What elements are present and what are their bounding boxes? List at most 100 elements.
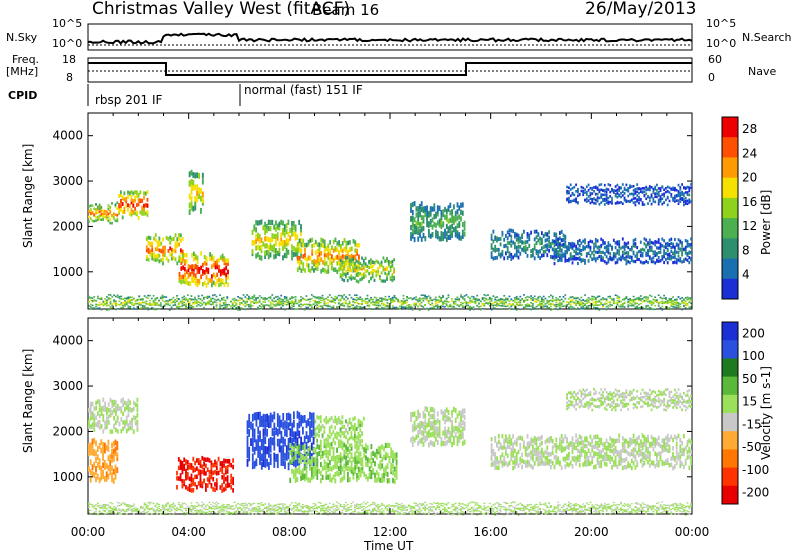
heatmap-cell <box>393 299 396 302</box>
heatmap-cell <box>350 258 353 262</box>
heatmap-cell <box>280 435 283 444</box>
heatmap-cell <box>321 297 324 299</box>
heatmap-cell <box>329 240 331 245</box>
heatmap-cell <box>434 305 437 307</box>
heatmap-cell <box>180 257 183 262</box>
heatmap-cell <box>661 309 664 311</box>
heatmap-cell <box>154 298 157 300</box>
heatmap-cell <box>327 442 329 448</box>
heatmap-cell <box>514 245 516 250</box>
heatmap-cell <box>185 307 187 309</box>
heatmap-cell <box>424 425 427 431</box>
heatmap-cell <box>632 189 635 192</box>
heatmap-cell <box>454 225 457 231</box>
heatmap-cell <box>338 250 340 255</box>
heatmap-cell <box>327 269 330 274</box>
heatmap-cell <box>650 202 653 206</box>
heatmap-cell <box>641 247 644 251</box>
heatmap-cell <box>679 259 682 263</box>
heatmap-cell <box>325 246 328 251</box>
heatmap-cell <box>679 248 682 252</box>
heatmap-cell <box>287 249 290 255</box>
heatmap-cell <box>675 304 678 307</box>
heatmap-cell <box>377 306 380 309</box>
heatmap-cell <box>625 255 628 259</box>
heatmap-cell <box>611 258 613 262</box>
heatmap-cell <box>124 299 126 302</box>
heatmap-cell <box>115 300 117 303</box>
heatmap-cell <box>593 201 595 205</box>
heatmap-cell <box>307 435 310 444</box>
heatmap-cell <box>663 252 665 256</box>
heatmap-cell <box>537 299 540 302</box>
heatmap-cell <box>176 307 178 310</box>
heatmap-cell <box>623 241 626 245</box>
heatmap-cell <box>365 455 367 461</box>
heatmap-cell <box>564 250 567 254</box>
heatmap-cell <box>332 298 335 300</box>
heatmap-cell <box>381 473 384 479</box>
heatmap-cell <box>276 438 279 447</box>
heatmap-cell <box>190 482 193 488</box>
heatmap-cell <box>341 265 344 269</box>
heatmap-cell <box>134 211 136 216</box>
heatmap-cell <box>313 261 315 267</box>
heatmap-cell <box>296 410 299 419</box>
heatmap-cell <box>492 229 495 234</box>
heatmap-cell <box>123 210 126 214</box>
heatmap-cell <box>677 254 680 258</box>
heatmap-cell <box>194 281 197 286</box>
heatmap-cell <box>366 269 369 273</box>
heatmap-cell <box>190 182 193 189</box>
heatmap-cell <box>444 214 446 220</box>
heatmap-cell <box>607 202 610 205</box>
heatmap-cell <box>93 307 96 309</box>
heatmap-cell <box>191 269 193 275</box>
heatmap-cell <box>429 421 432 427</box>
heatmap-cell <box>219 269 222 274</box>
heatmap-cell <box>194 172 197 179</box>
heatmap-cell <box>294 454 297 460</box>
heatmap-cell <box>358 254 360 259</box>
heatmap-cell <box>107 308 110 311</box>
heatmap-cell <box>91 211 94 214</box>
heatmap-cell <box>575 190 577 193</box>
heatmap-cell <box>506 299 509 301</box>
heatmap-cell <box>383 454 385 460</box>
heatmap-cell <box>112 448 115 455</box>
heatmap-cell <box>584 300 586 302</box>
heatmap-cell <box>251 453 254 462</box>
heatmap-cell <box>417 226 420 232</box>
heatmap-cell <box>350 445 353 451</box>
heatmap-cell <box>607 188 610 191</box>
heatmap-cell <box>623 188 626 191</box>
heatmap-cell <box>100 205 103 209</box>
heatmap-cell <box>285 223 288 229</box>
heatmap-cell <box>205 267 208 272</box>
heatmap-cell <box>447 296 450 299</box>
heatmap-cell <box>485 298 488 301</box>
heatmap-cell <box>282 450 285 459</box>
heatmap-cell <box>239 309 241 311</box>
heatmap-cell <box>310 298 313 300</box>
heatmap-cell <box>285 421 288 430</box>
heatmap-cell <box>550 242 552 246</box>
heatmap-cell <box>120 428 123 434</box>
heatmap-cell <box>145 236 148 241</box>
heatmap-cell <box>98 210 101 213</box>
heatmap-cell <box>291 244 293 250</box>
heatmap-cell <box>639 295 642 297</box>
heatmap-cell <box>528 308 531 310</box>
heatmap-cell <box>266 250 268 256</box>
heatmap-cell <box>129 406 132 412</box>
heatmap-cell <box>127 207 129 212</box>
heatmap-cell <box>276 419 279 427</box>
heatmap-cell <box>469 300 471 302</box>
heatmap-cell <box>544 297 547 300</box>
heatmap-cell <box>181 249 184 254</box>
heatmap-cell <box>690 300 692 302</box>
heatmap-cell <box>222 299 225 301</box>
heatmap-cell <box>203 298 205 300</box>
heatmap-cell <box>341 304 344 307</box>
heatmap-cell <box>190 200 193 206</box>
